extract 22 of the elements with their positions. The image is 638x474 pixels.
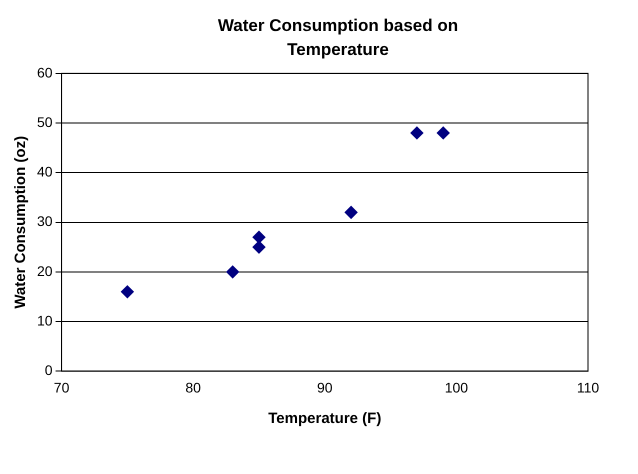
- y-tick-label: 20: [36, 262, 53, 279]
- point: [436, 126, 450, 140]
- point: [344, 206, 358, 219]
- point: [252, 230, 266, 244]
- chart-title: Water Consumption based on Temperature: [216, 15, 460, 61]
- y-tick-label: 50: [36, 114, 53, 130]
- x-tick-label: 100: [444, 379, 468, 396]
- point: [226, 265, 240, 278]
- x-tick-label: 70: [54, 379, 70, 396]
- point: [252, 240, 266, 254]
- x-tick-label: 80: [185, 379, 202, 396]
- point: [120, 285, 134, 298]
- x-tick-label: 90: [316, 379, 333, 396]
- y-axis-title: Water Consumption (oz): [12, 136, 30, 309]
- y-tick-label: 30: [36, 213, 53, 230]
- y-tick-label: 0: [44, 362, 53, 378]
- y-tick-label: 10: [36, 312, 53, 328]
- y-tick-label: 40: [36, 164, 53, 180]
- x-tick-label: 110: [576, 379, 600, 396]
- y-tick-label: 60: [36, 64, 53, 80]
- point: [410, 126, 424, 140]
- x-axis-title: Temperature (F): [268, 410, 382, 428]
